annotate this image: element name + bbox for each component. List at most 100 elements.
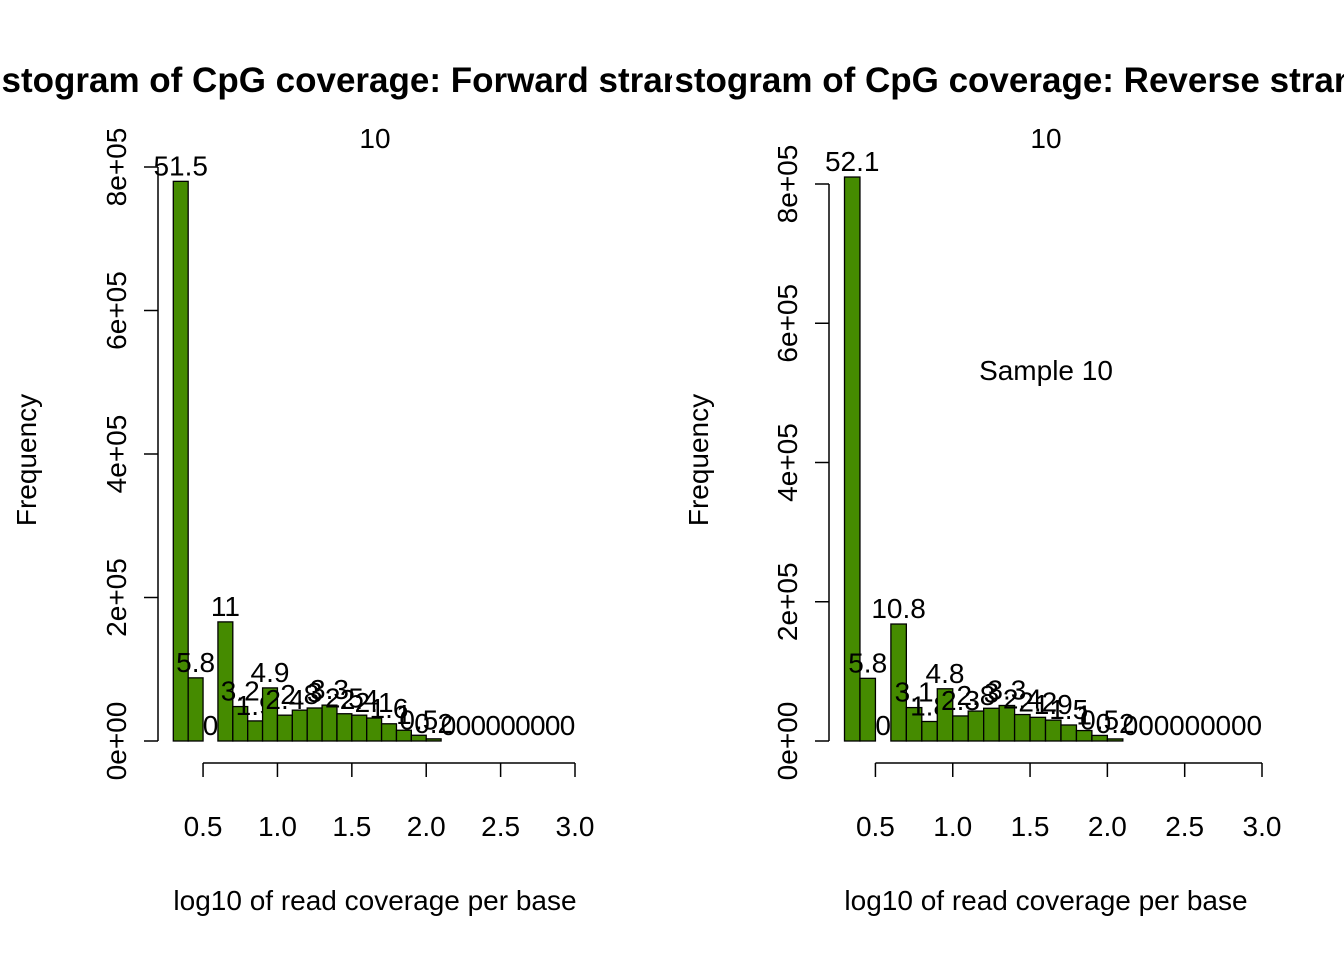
bar-value-label: 3.2 — [221, 676, 260, 707]
histogram-bar — [921, 720, 938, 742]
bar-value-label: 0 — [441, 710, 457, 741]
histogram-bar — [983, 707, 1000, 742]
histogram-bar — [936, 688, 954, 742]
x-tick-label: 2.5 — [1165, 811, 1204, 842]
chart-title: Histogram of CpG coverage: Reverse stran… — [639, 61, 1344, 100]
x-tick-label: 1.5 — [332, 811, 371, 842]
histogram-bar — [1060, 724, 1078, 742]
x-axis-label: log10 of read coverage per base — [844, 885, 1247, 916]
bar-value-label: 0 — [1200, 710, 1216, 741]
bar-value-label: 4.9 — [251, 657, 290, 688]
bar-value-label: 0 — [471, 710, 487, 741]
bar-value-label: 1 — [1076, 700, 1092, 731]
bar-value-label: 52.1 — [825, 146, 880, 177]
bar-value-label: 3.3 — [310, 674, 349, 705]
bar-value-label: 3.1 — [895, 677, 934, 708]
y-tick-label: 8e+05 — [772, 145, 803, 224]
bar-value-label: 0 — [1246, 710, 1262, 741]
x-tick-label: 3.0 — [556, 811, 595, 842]
bar-value-label: 0 — [1169, 710, 1185, 741]
bar-value-label: 0 — [515, 710, 531, 741]
histogram-bar — [425, 738, 442, 742]
histogram-bar — [843, 176, 861, 742]
bar-value-label: 0 — [203, 710, 219, 741]
histogram-bar — [217, 621, 234, 742]
histogram-bar — [952, 715, 969, 742]
bar-value-label: 0 — [456, 710, 472, 741]
bar-value-label: 0 — [485, 710, 501, 741]
bar-value-label: 1.5 — [1049, 694, 1088, 725]
histogram-bar — [172, 180, 189, 742]
y-axis-label: Frequency — [11, 394, 42, 526]
histogram-bar — [1029, 716, 1047, 742]
bar-value-label: 1.9 — [1034, 689, 1073, 720]
chart-subtitle: 10 — [1030, 123, 1061, 154]
bar-value-label: 2.4 — [1003, 684, 1042, 715]
histogram-bar — [890, 623, 908, 742]
bar-value-label: 2.1 — [355, 687, 394, 718]
histogram-bar — [967, 710, 985, 742]
bar-value-label: 0.2 — [414, 708, 453, 739]
histogram-bar — [859, 677, 877, 742]
bar-value-label: 0 — [875, 710, 891, 741]
histogram-bar — [351, 714, 368, 742]
x-tick-label: 3.0 — [1243, 811, 1282, 842]
histogram-bar — [1106, 738, 1124, 742]
bar-value-label: 2.2 — [1018, 686, 1057, 717]
y-axis-label: Frequency — [683, 394, 714, 526]
bar-value-label: 0.2 — [1096, 708, 1135, 739]
bar-value-label: 0 — [1123, 710, 1139, 741]
y-tick-label: 6e+05 — [772, 284, 803, 363]
bar-value-label: 0 — [1185, 710, 1201, 741]
histogram-bar — [261, 687, 279, 742]
bar-value-label: 51.5 — [153, 150, 208, 181]
bar-value-label: 0 — [530, 710, 546, 741]
bar-value-label: 0 — [1231, 710, 1247, 741]
histogram-bar — [1091, 734, 1109, 742]
histogram-bar — [1013, 713, 1031, 742]
histogram-bar — [410, 734, 427, 742]
bar-value-label: 3 — [984, 677, 1000, 708]
chart-subtitle: 10 — [359, 123, 390, 154]
x-axis-label: log10 of read coverage per base — [173, 885, 576, 916]
bar-value-label: 4.8 — [926, 658, 965, 689]
bar-value-label: 0 — [560, 710, 576, 741]
histogram-bar — [306, 707, 323, 742]
x-tick-label: 0.5 — [856, 811, 895, 842]
x-tick-label: 2.5 — [481, 811, 520, 842]
histogram-bar — [276, 714, 293, 742]
y-tick-label: 4e+05 — [101, 415, 132, 494]
sample-annotation: Sample 10 — [979, 355, 1113, 386]
bar-value-label: 0 — [1138, 710, 1154, 741]
bar-value-label: 1.6 — [370, 693, 409, 724]
chart-title: Histogram of CpG coverage: Forward stran… — [0, 61, 706, 100]
bar-value-label: 0 — [545, 710, 561, 741]
bar-value-label: 11 — [211, 591, 240, 622]
x-tick-label: 1.5 — [1011, 811, 1050, 842]
bar-value-label: 2.4 — [340, 684, 379, 715]
bar-value-label: 2.8 — [956, 680, 995, 711]
bar-value-label: 0 — [1154, 710, 1170, 741]
y-tick-label: 0e+00 — [772, 702, 803, 781]
bar-value-label: 10.8 — [871, 593, 926, 624]
y-tick-label: 2e+05 — [772, 562, 803, 641]
histogram-panel-forward: Histogram of CpG coverage: Forward stran… — [0, 61, 706, 916]
bar-value-label: 0 — [500, 710, 516, 741]
histogram-bar — [247, 720, 264, 742]
histogram-bar — [187, 677, 204, 742]
y-tick-label: 2e+05 — [101, 558, 132, 637]
x-tick-label: 0.5 — [184, 811, 223, 842]
bar-value-label: 5.8 — [848, 647, 887, 678]
bar-value-label: 2.5 — [325, 683, 364, 714]
y-tick-label: 0e+00 — [101, 702, 132, 781]
x-tick-label: 2.0 — [1088, 811, 1127, 842]
bar-value-label: 3 — [307, 677, 323, 708]
histogram-bar — [336, 713, 353, 742]
histogram-panel-reverse: Histogram of CpG coverage: Reverse stran… — [639, 61, 1344, 916]
bar-value-label: 3.3 — [987, 674, 1026, 705]
y-tick-label: 8e+05 — [101, 128, 132, 207]
bar-value-label: 5.8 — [176, 647, 215, 678]
bar-value-label: 0 — [1216, 710, 1232, 741]
bar-value-label: 1 — [396, 699, 412, 730]
